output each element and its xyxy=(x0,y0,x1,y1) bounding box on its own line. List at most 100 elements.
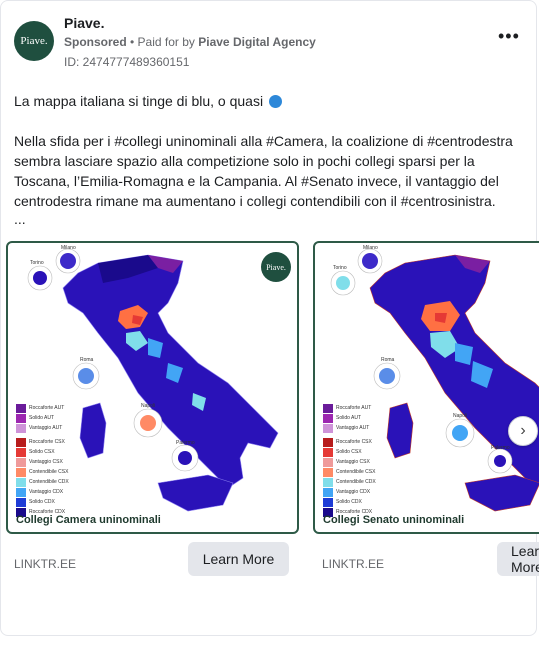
legend-swatch xyxy=(323,467,333,477)
slide-caption: Collegi Camera uninominali xyxy=(16,514,161,526)
inset-label-palermo: Palermo xyxy=(176,440,195,446)
legend-label: Solido CSX xyxy=(29,449,55,455)
legend-item: Solido CSX xyxy=(16,447,69,457)
legend-swatch xyxy=(323,457,333,467)
legend-swatch xyxy=(16,477,26,487)
legend-label: Vantaggio AUT xyxy=(29,425,63,431)
headline-text: La mappa italiana si tinge di blu, o qua… xyxy=(14,93,264,109)
legend-swatch xyxy=(16,447,26,457)
sponsored-line: Sponsored • Paid for by Piave Digital Ag… xyxy=(64,35,316,49)
inset-label-torino: Torino xyxy=(30,260,44,266)
legend-swatch xyxy=(16,403,26,413)
legend-label: Solido AUT xyxy=(336,415,362,421)
post-body: Nella sfida per i #collegi uninominali a… xyxy=(14,133,513,209)
legend-label: Contendibile CSX xyxy=(336,469,376,475)
legend-item: Roccaforte AUT xyxy=(16,403,69,413)
legend-item: Solido AUT xyxy=(323,413,376,423)
legend-item: Roccaforte CDX xyxy=(16,507,69,517)
legend-swatch xyxy=(16,437,26,447)
legend-label: Roccaforte CSX xyxy=(336,439,372,445)
legend-swatch xyxy=(323,477,333,487)
piave-logo: Piave. xyxy=(261,252,291,282)
legend-label: Vantaggio CSX xyxy=(29,459,63,465)
legend-swatch xyxy=(323,507,333,517)
inset-label-napoli: Napoli xyxy=(141,403,156,409)
map-legend: Roccaforte AUT Solido AUT Vantaggio AUT … xyxy=(16,403,69,517)
see-more-ellipsis[interactable]: ... xyxy=(14,211,26,227)
legend-label: Roccaforte CSX xyxy=(29,439,65,445)
slide-2-link[interactable]: LINKTR.EE xyxy=(322,557,385,571)
legend-item: Contendibile CDX xyxy=(16,477,69,487)
legend-label: Contendibile CDX xyxy=(336,479,376,485)
inset-label-roma: Roma xyxy=(80,357,94,363)
legend-label: Solido AUT xyxy=(29,415,55,421)
legend-label: Roccaforte AUT xyxy=(336,405,372,411)
learn-more-button[interactable]: Learn More xyxy=(188,542,289,576)
ad-id: ID: 2474777489360151 xyxy=(64,55,190,69)
inset-label-roma: Roma xyxy=(381,357,395,363)
legend-swatch xyxy=(323,487,333,497)
carousel-slide-senato[interactable]: Milano Torino Roma Napoli Palermo Roccaf… xyxy=(313,241,539,534)
legend-label: Roccaforte CDX xyxy=(29,509,66,515)
legend-label: Solido CDX xyxy=(336,499,362,505)
legend-swatch xyxy=(16,423,26,433)
legend-item: Solido CDX xyxy=(323,497,376,507)
italy-map-camera xyxy=(27,248,279,512)
legend-item: Vantaggio CDX xyxy=(16,487,69,497)
legend-label: Contendibile CSX xyxy=(29,469,69,475)
legend-swatch xyxy=(323,437,333,447)
legend-swatch xyxy=(16,457,26,467)
legend-label: Contendibile CDX xyxy=(29,479,69,485)
legend-item: Contendibile CSX xyxy=(16,467,69,477)
legend-label: Vantaggio CDX xyxy=(29,489,64,495)
paid-for-by: Piave Digital Agency xyxy=(198,35,316,49)
legend-item: Contendibile CSX xyxy=(323,467,376,477)
legend-swatch xyxy=(16,487,26,497)
legend-swatch xyxy=(16,467,26,477)
legend-item: Vantaggio AUT xyxy=(323,423,376,433)
legend-swatch xyxy=(323,423,333,433)
learn-more-button-2[interactable]: Learn More xyxy=(497,542,539,576)
legend-label: Solido CSX xyxy=(336,449,362,455)
inset-label-palermo: Palermo xyxy=(491,445,510,451)
inset-label-milano: Milano xyxy=(363,245,378,251)
legend-swatch xyxy=(323,497,333,507)
legend-swatch xyxy=(323,413,333,423)
legend-label: Vantaggio CSX xyxy=(336,459,370,465)
legend-item: Vantaggio CDX xyxy=(323,487,376,497)
legend-item: Solido AUT xyxy=(16,413,69,423)
post-headline: La mappa italiana si tinge di blu, o qua… xyxy=(14,93,283,109)
legend-label: Roccaforte CDX xyxy=(336,509,373,515)
legend-label: Solido CDX xyxy=(29,499,55,505)
slide-1-link[interactable]: LINKTR.EE xyxy=(14,557,77,571)
inset-label-napoli: Napoli xyxy=(453,413,468,419)
legend-label: Vantaggio AUT xyxy=(336,425,370,431)
carousel-slide-camera[interactable]: Milano Torino Roma Napoli Palermo Piave.… xyxy=(6,241,299,534)
inset-label-milano: Milano xyxy=(61,245,76,251)
legend-item: Vantaggio CSX xyxy=(16,457,69,467)
legend-swatch xyxy=(16,497,26,507)
legend-swatch xyxy=(16,507,26,517)
page-name[interactable]: Piave. xyxy=(64,15,105,31)
legend-item: Roccaforte CDX xyxy=(323,507,376,517)
legend-swatch xyxy=(323,447,333,457)
legend-label: Vantaggio CDX xyxy=(336,489,371,495)
legend-item: Roccaforte AUT xyxy=(323,403,376,413)
inset-label-torino: Torino xyxy=(333,265,347,271)
legend-item: Contendibile CDX xyxy=(323,477,376,487)
legend-swatch xyxy=(323,403,333,413)
paid-for-prefix: • Paid for by xyxy=(126,35,199,49)
legend-item: Solido CSX xyxy=(323,447,376,457)
page-avatar[interactable]: Piave. xyxy=(14,21,54,61)
carousel-next-icon[interactable]: › xyxy=(508,416,538,446)
sponsored-label: Sponsored xyxy=(64,35,127,49)
legend-item: Roccaforte CSX xyxy=(16,437,69,447)
legend-swatch xyxy=(16,413,26,423)
slide-caption: Collegi Senato uninominali xyxy=(323,514,465,526)
more-options-icon[interactable]: ••• xyxy=(498,26,520,46)
legend-item: Vantaggio AUT xyxy=(16,423,69,433)
legend-item: Solido CDX xyxy=(16,497,69,507)
legend-item: Vantaggio CSX xyxy=(323,457,376,467)
blue-circle-icon xyxy=(269,94,283,108)
